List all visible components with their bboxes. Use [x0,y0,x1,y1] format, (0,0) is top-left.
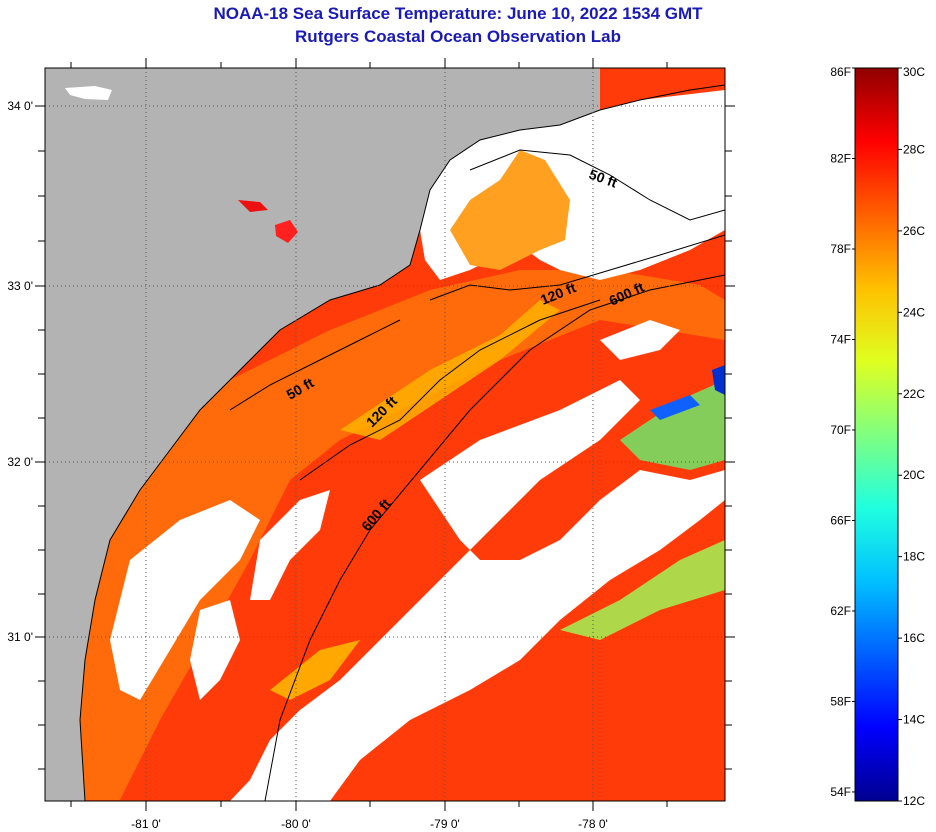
colorbar-label-fahrenheit: 62F [830,604,851,618]
cool-patch-blue [650,395,700,420]
warm-band-yellow [340,300,560,440]
colorbar-label-fahrenheit: 70F [830,423,851,437]
isobath-600ft [264,274,725,801]
cloud-cover [230,380,725,801]
land [45,68,600,801]
lat-label-31: 31 0' [7,630,33,644]
isobath-50ft-south [229,319,401,411]
isobath-120ft [429,234,725,301]
colorbar-label-fahrenheit: 74F [830,332,851,346]
colorbar-gradient [854,67,899,802]
map-title: NOAA-18 Sea Surface Temperature: June 10… [213,4,703,23]
colorbar-label-celsius: 12C [903,794,925,808]
cool-patch-green [620,380,725,470]
cloud-over-land [65,86,112,100]
colorbar-label-celsius: 16C [903,631,925,645]
cool-patch-blue-2 [712,365,725,395]
coastline [79,109,601,801]
shelf-water [45,270,725,800]
cloud-cover-3 [250,490,330,600]
cloud-cover-5 [190,600,240,700]
lat-label-34: 34 0' [7,99,33,113]
isobath-120ft-south [299,299,601,481]
coastline-north [599,84,725,111]
lon-label-80: -80 0' [281,817,311,831]
lon-label-79: -79 0' [430,817,460,831]
isobath-50ft [469,149,725,221]
warm-band-yellow-south [270,640,360,700]
colorbar-label-celsius: 22C [903,387,925,401]
cloud-cover-2 [110,500,260,700]
colorbar-label-celsius: 14C [903,713,925,727]
colorbar-label-fahrenheit: 78F [830,242,851,256]
lon-label-81: -81 0' [131,817,161,831]
lat-label-32: 32 0' [7,455,33,469]
colorbar-label-fahrenheit: 82F [830,151,851,165]
map-subtitle: Rutgers Coastal Ocean Observation Lab [295,27,621,46]
shelf-water-north [450,150,570,270]
colorbar-label-fahrenheit: 54F [830,785,851,799]
colorbar-label-fahrenheit: 66F [830,513,851,527]
colorbar-label-celsius: 26C [903,224,925,238]
cloud-cover-4 [600,320,680,360]
cool-patch-green-2 [560,540,725,640]
colorbar-label-celsius: 20C [903,468,925,482]
map-frame [44,67,726,802]
inland-lake-1 [275,220,298,243]
colorbar-label-celsius: 24C [903,305,925,319]
lon-label-78: -78 0' [578,817,608,831]
colorbar-label-celsius: 30C [903,65,925,79]
lat-label-33: 33 0' [7,279,33,293]
colorbar-label-celsius: 28C [903,142,925,156]
colorbar-label-fahrenheit: 86F [830,65,851,79]
colorbar-label-celsius: 18C [903,550,925,564]
colorbar-label-fahrenheit: 58F [830,694,851,708]
inland-lake-2 [238,200,268,212]
